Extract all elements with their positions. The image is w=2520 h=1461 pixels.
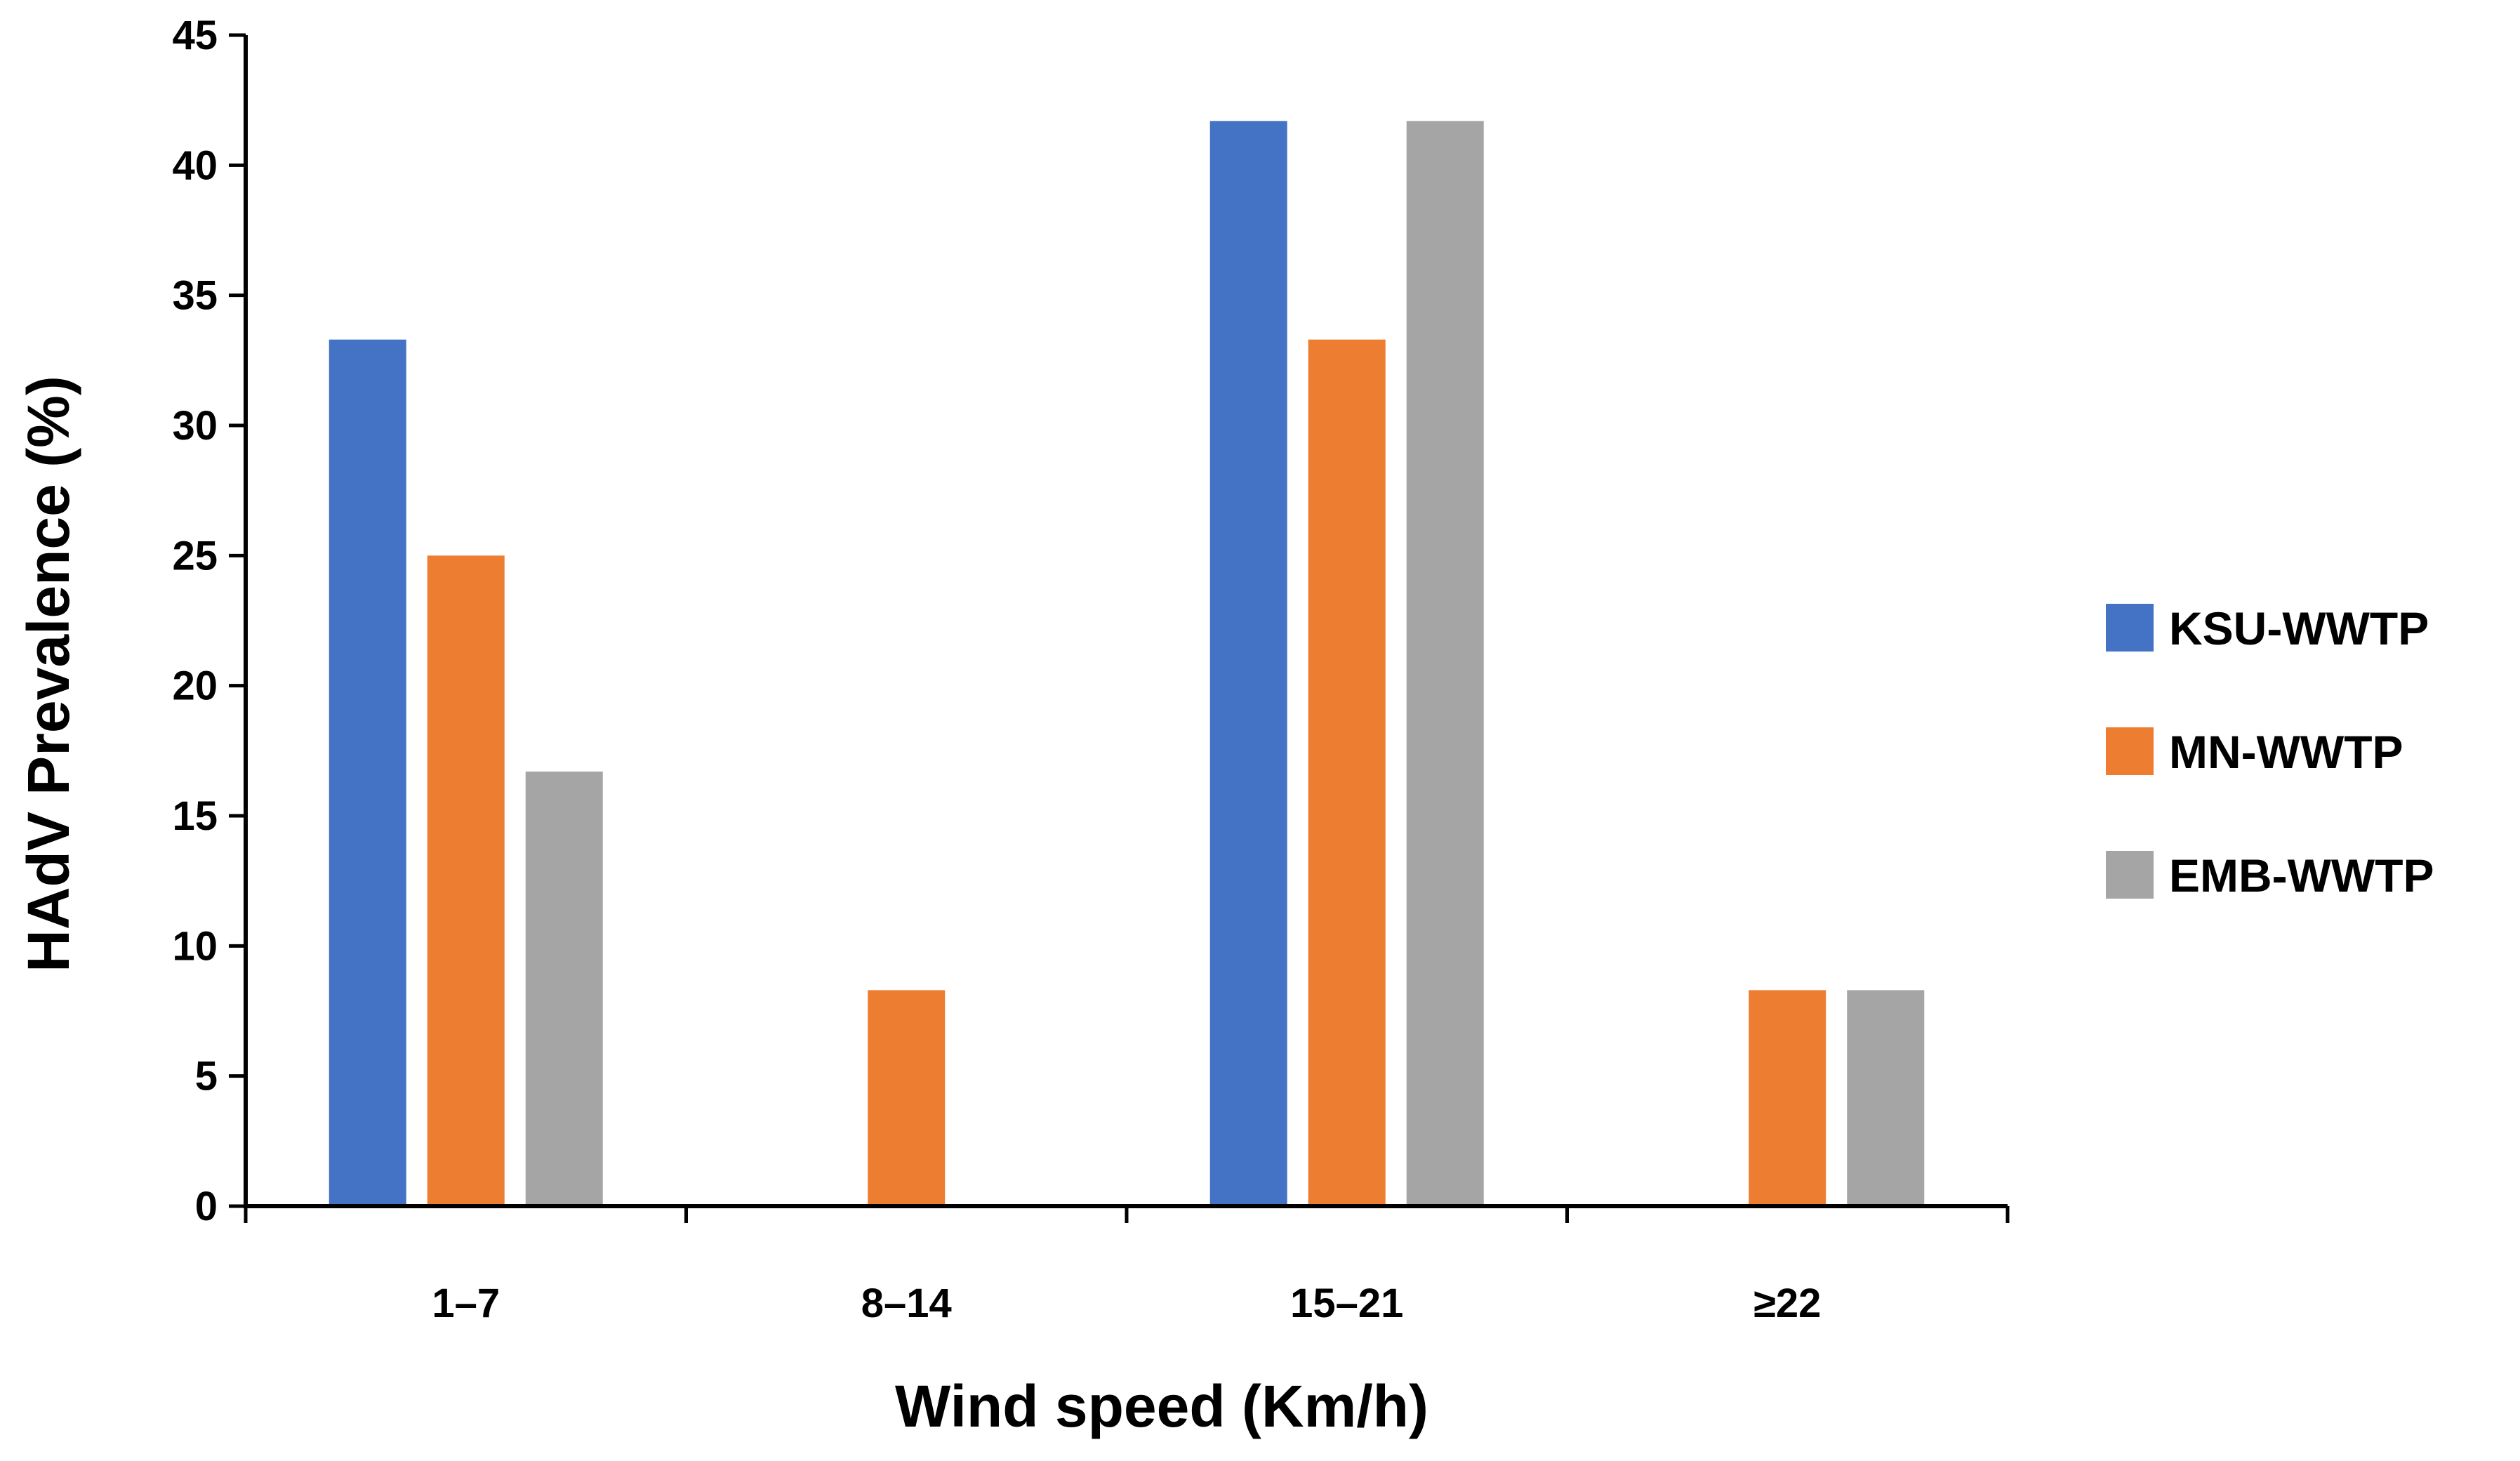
legend-swatch-emb-wwtp [2106,851,2154,899]
y-tick-label: 35 [172,273,218,319]
legend-label-emb-wwtp: EMB-WWTP [2169,850,2434,901]
bar-emb-wwtp-0 [525,771,603,1206]
legend: KSU-WWTP MN-WWTP EMB-WWTP [2106,602,2434,901]
bars-group [329,121,1925,1207]
bar-mn-wwtp-2 [1308,339,1386,1207]
x-tick-label: 8–14 [861,1281,952,1326]
y-tick-label: 5 [195,1054,218,1099]
bar-mn-wwtp-3 [1749,990,1826,1206]
bar-ksu-wwtp-0 [329,339,406,1207]
legend-label-mn-wwtp: MN-WWTP [2169,726,2403,778]
bar-mn-wwtp-1 [868,990,946,1206]
y-tick-label: 40 [172,143,218,188]
y-axis-title: HAdV Prevalence (%) [15,376,81,972]
y-tick-label: 25 [172,533,218,579]
x-tick-label: 1–7 [432,1281,500,1326]
x-axis-title: Wind speed (Km/h) [895,1373,1428,1439]
y-tick-label: 20 [172,663,218,709]
legend-swatch-ksu-wwtp [2106,604,2154,652]
y-tick-label: 30 [172,403,218,449]
y-tick-label: 45 [172,13,218,58]
x-tick-label: 15–21 [1290,1281,1403,1326]
bar-ksu-wwtp-2 [1209,121,1287,1206]
bar-emb-wwtp-2 [1406,121,1484,1206]
x-tick-label: ≥22 [1753,1281,1821,1326]
ticks-group: 0 5 10 15 20 25 30 35 40 45 1–7 8–14 15–21 ≥22 [172,13,2010,1326]
bar-mn-wwtp-0 [427,555,505,1206]
y-tick-label: 15 [172,793,218,839]
y-tick-label: 0 [195,1184,218,1229]
bar-emb-wwtp-3 [1847,990,1925,1206]
y-tick-label: 10 [172,923,218,969]
legend-label-ksu-wwtp: KSU-WWTP [2169,602,2429,654]
legend-swatch-mn-wwtp [2106,727,2154,775]
axes-group [244,35,2008,1208]
